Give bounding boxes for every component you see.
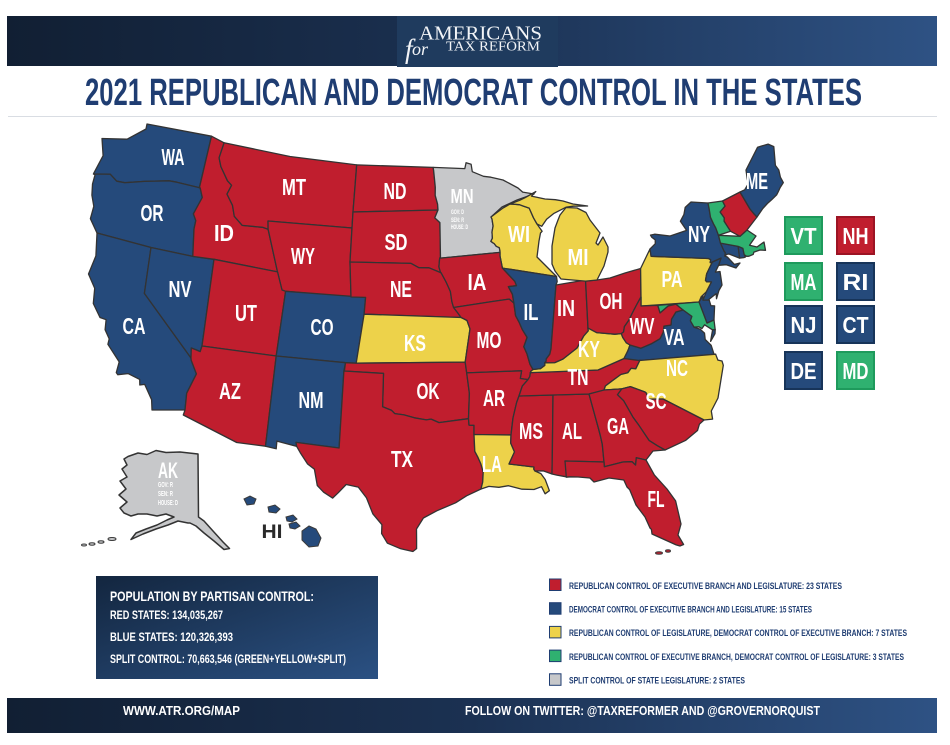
svg-text:f: f — [405, 34, 416, 64]
svg-text:REPUBLICAN CONTROL OF EXECUTIV: REPUBLICAN CONTROL OF EXECUTIVE BRANCH A… — [569, 581, 842, 591]
svg-text:ND: ND — [384, 178, 407, 204]
svg-text:AZ: AZ — [219, 378, 241, 404]
svg-text:OK: OK — [417, 378, 440, 404]
svg-text:2021 REPUBLICAN AND DEMOCRAT C: 2021 REPUBLICAN AND DEMOCRAT CONTROL IN … — [85, 72, 862, 114]
svg-text:FOLLOW ON TWITTER: @TAXREFORME: FOLLOW ON TWITTER: @TAXREFORMER AND @GRO… — [465, 704, 820, 718]
svg-text:WY: WY — [291, 243, 315, 269]
svg-text:SD: SD — [385, 229, 408, 255]
svg-text:KY: KY — [578, 336, 600, 362]
svg-text:SPLIT CONTROL OF STATE LEGISLA: SPLIT CONTROL OF STATE LEGISLATURE: 2 ST… — [569, 676, 745, 686]
svg-text:CA: CA — [123, 313, 146, 339]
svg-text:MT: MT — [282, 174, 306, 200]
svg-text:MN: MN — [451, 186, 474, 208]
svg-text:IL: IL — [524, 299, 539, 325]
svg-text:AR: AR — [483, 385, 505, 411]
svg-text:ID: ID — [214, 220, 234, 246]
svg-text:HOUSE: D: HOUSE: D — [158, 500, 178, 507]
svg-text:VT: VT — [791, 223, 817, 249]
svg-text:MS: MS — [519, 418, 543, 444]
svg-text:SPLIT CONTROL: 70,663,546 (GR: SPLIT CONTROL: 70,663,546 (GREEN+YELLOW+… — [110, 654, 346, 666]
svg-text:DEMOCRAT CONTROL OF EXECUTIVE: DEMOCRAT CONTROL OF EXECUTIVE BRANCH AND… — [569, 605, 812, 615]
svg-text:TAX REFORM: TAX REFORM — [446, 40, 541, 55]
svg-text:DE: DE — [791, 358, 817, 384]
svg-text:NV: NV — [169, 276, 192, 302]
svg-text:PA: PA — [662, 266, 683, 292]
svg-text:IN: IN — [557, 295, 575, 321]
svg-text:NC: NC — [666, 355, 688, 381]
svg-text:or: or — [412, 39, 429, 59]
svg-text:RED STATES: 134,035,267: RED STATES: 134,035,267 — [110, 610, 223, 622]
svg-text:ME: ME — [746, 168, 768, 194]
svg-text:FL: FL — [648, 486, 665, 512]
svg-text:RI: RI — [843, 269, 869, 295]
svg-text:REPUBLICAN CONTROL OF LEGISLAT: REPUBLICAN CONTROL OF LEGISLATURE, DEMOC… — [569, 628, 907, 638]
svg-text:AMERICANS: AMERICANS — [419, 23, 542, 45]
svg-text:GOV: D: GOV: D — [451, 210, 464, 216]
svg-text:MO: MO — [477, 327, 502, 353]
svg-text:WI: WI — [508, 221, 530, 247]
svg-text:AK: AK — [158, 458, 178, 483]
svg-text:AL: AL — [562, 418, 582, 444]
svg-text:MA: MA — [791, 269, 817, 295]
svg-text:UT: UT — [235, 300, 257, 326]
svg-text:BLUE STATES: 120,326,393: BLUE STATES: 120,326,393 — [110, 632, 233, 644]
svg-text:NJ: NJ — [791, 312, 817, 338]
svg-text:HOUSE: D: HOUSE: D — [451, 225, 468, 231]
svg-text:OH: OH — [600, 288, 623, 314]
svg-text:NY: NY — [688, 221, 710, 247]
svg-text:VA: VA — [664, 324, 685, 350]
svg-text:POPULATION BY PARTISAN CONTROL: POPULATION BY PARTISAN CONTROL: — [110, 588, 314, 604]
svg-text:SEN: R: SEN: R — [158, 491, 173, 498]
svg-text:WA: WA — [162, 144, 185, 170]
svg-text:SEN: R: SEN: R — [451, 218, 464, 224]
svg-text:GA: GA — [607, 413, 629, 439]
svg-text:SC: SC — [646, 388, 667, 414]
svg-text:GOV: R: GOV: R — [158, 482, 173, 489]
svg-text:HI: HI — [262, 522, 283, 543]
svg-text:NM: NM — [299, 387, 324, 413]
svg-text:TN: TN — [568, 364, 589, 390]
svg-text:REPUBLICAN CONTROL OF EXECUTIV: REPUBLICAN CONTROL OF EXECUTIVE BRANCH, … — [569, 652, 904, 662]
svg-text:MI: MI — [568, 244, 589, 270]
svg-text:WWW.ATR.ORG/MAP: WWW.ATR.ORG/MAP — [123, 704, 240, 718]
svg-text:OR: OR — [141, 200, 164, 226]
svg-text:WV: WV — [630, 313, 655, 339]
svg-text:CO: CO — [311, 314, 334, 340]
svg-text:KS: KS — [404, 330, 426, 356]
svg-text:NE: NE — [390, 276, 412, 302]
svg-text:CT: CT — [843, 312, 869, 338]
svg-text:TX: TX — [391, 446, 413, 472]
svg-text:IA: IA — [468, 269, 487, 295]
svg-text:LA: LA — [482, 451, 502, 477]
svg-text:NH: NH — [843, 223, 869, 249]
svg-text:MD: MD — [843, 358, 869, 384]
